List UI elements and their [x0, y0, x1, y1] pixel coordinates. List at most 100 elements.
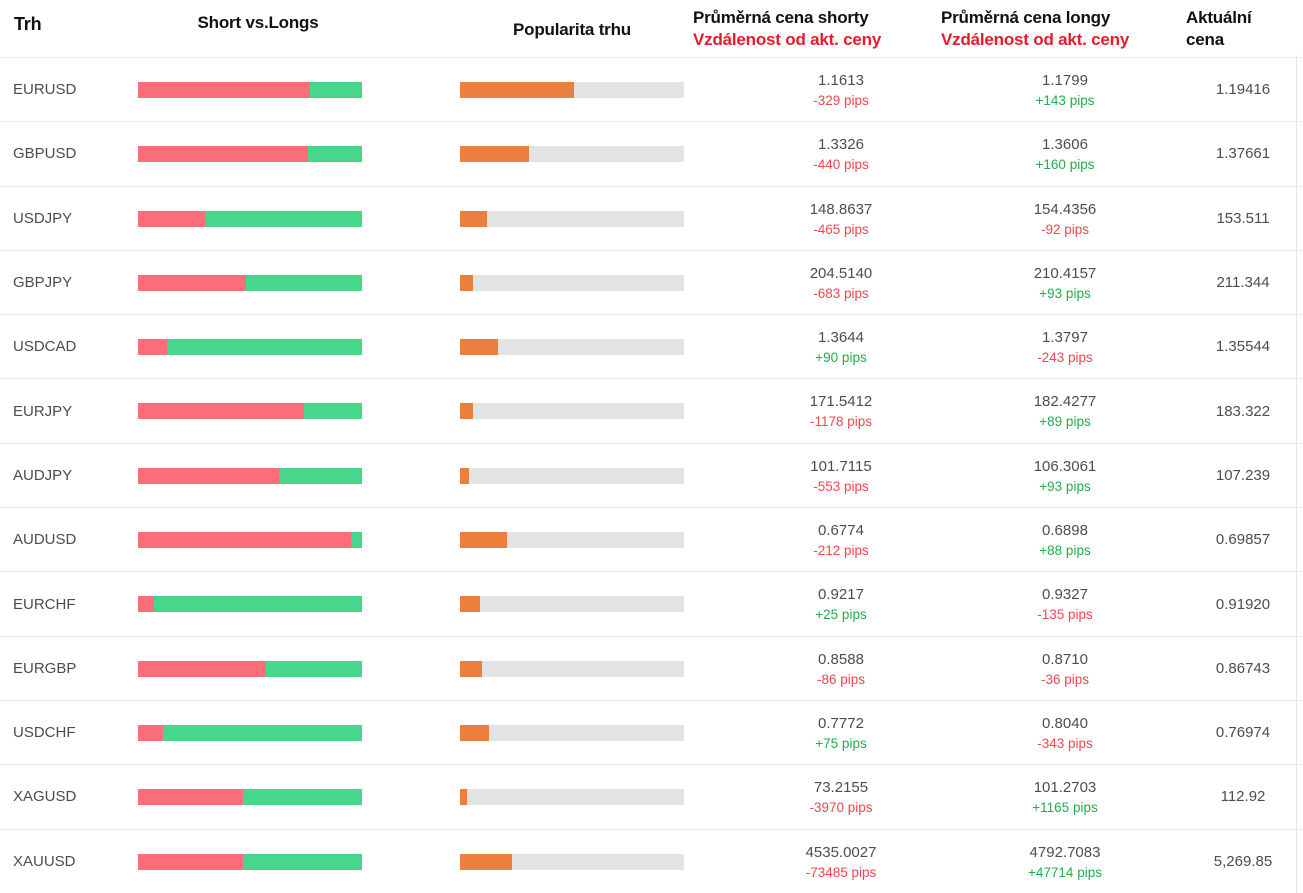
pair-label: AUDJPY: [13, 466, 73, 484]
avg-long-price: 154.4356: [1033, 200, 1097, 218]
avg-long-cell: 1.3606 +160 pips: [941, 122, 1189, 185]
popularity-fill: [460, 82, 575, 98]
avg-long-pips: +93 pips: [1039, 478, 1091, 494]
avg-long-pips: -36 pips: [1040, 671, 1090, 687]
pair-label: XAUUSD: [13, 852, 76, 870]
avg-short-price: 171.5412: [809, 393, 873, 411]
avg-long-cell: 154.4356 -92 pips: [941, 187, 1189, 250]
avg-short-price: 1.1613: [818, 72, 864, 89]
avg-short-pips: -86 pips: [816, 671, 866, 687]
avg-long-pips: +89 pips: [1039, 414, 1091, 430]
table-row: AUDJPY 101.7115 -553 pips 106.3061 +93 p…: [0, 442, 1303, 507]
header-current-price-line2: cena: [1186, 30, 1224, 49]
avg-short-pips: -553 pips: [813, 478, 869, 494]
avg-short-pips: +75 pips: [815, 735, 867, 751]
popularity-bar: [460, 467, 684, 484]
longs-segment: [153, 596, 362, 613]
avg-short-price: 148.8637: [809, 200, 873, 218]
popularity-bar: [460, 724, 684, 741]
longs-segment: [162, 724, 362, 741]
popularity-track: [468, 467, 684, 484]
avg-short-price: 0.6774: [818, 522, 864, 540]
popularity-track: [498, 339, 684, 356]
avg-long-cell: 210.4157 +93 pips: [941, 251, 1189, 314]
avg-short-pips: -683 pips: [813, 285, 869, 301]
short-vs-longs-bar: [138, 82, 362, 98]
short-vs-longs-bar: [138, 467, 362, 484]
popularity-bar: [460, 596, 684, 613]
avg-long-pips: +47714 pips: [1028, 864, 1102, 880]
current-price: 5,269.85: [1213, 852, 1273, 870]
current-price: 0.86743: [1215, 659, 1271, 677]
avg-long-cell: 1.1799 +143 pips: [941, 58, 1189, 121]
current-price: 0.69857: [1215, 531, 1271, 549]
avg-long-cell: 182.4277 +89 pips: [941, 379, 1189, 442]
avg-short-price: 204.5140: [809, 264, 873, 282]
longs-segment: [310, 82, 362, 98]
popularity-fill: [460, 274, 474, 291]
short-vs-longs-bar: [138, 596, 362, 613]
shorts-segment: [138, 82, 311, 98]
header-avg-long-title: Průměrná cena longy: [941, 8, 1111, 27]
table-row: XAGUSD 73.2155 -3970 pips 101.2703 +1165…: [0, 764, 1303, 828]
table-row: USDCAD 1.3644 +90 pips 1.3797 -243 pips …: [0, 314, 1303, 378]
popularity-track: [529, 146, 684, 163]
shorts-segment: [138, 660, 266, 677]
table-row: XAUUSD 4535.0027 -73485 pips 4792.7083 +…: [0, 828, 1303, 893]
table-row: GBPJPY 204.5140 -683 pips 210.4157 +93 p…: [0, 249, 1303, 314]
avg-short-cell: 148.8637 -465 pips: [693, 187, 989, 250]
avg-long-price: 0.9327: [1042, 586, 1088, 604]
table-row: AUDUSD 0.6774 -212 pips 0.6898 +88 pips …: [0, 507, 1303, 571]
avg-long-price: 210.4157: [1033, 264, 1097, 282]
shorts-segment: [138, 596, 154, 613]
short-vs-longs-bar: [138, 403, 362, 420]
current-price: 211.344: [1216, 274, 1270, 292]
avg-short-pips: +25 pips: [815, 607, 867, 623]
popularity-bar: [460, 146, 684, 163]
popularity-track: [489, 724, 684, 741]
longs-segment: [350, 532, 362, 549]
table-row: GBPUSD 1.3326 -440 pips 1.3606 +160 pips…: [0, 121, 1303, 185]
table-row: EURJPY 171.5412 -1178 pips 182.4277 +89 …: [0, 378, 1303, 442]
popularity-track: [473, 274, 684, 291]
avg-long-price: 1.3797: [1042, 329, 1088, 347]
popularity-track: [480, 596, 684, 613]
table-body: EURUSD 1.1613 -329 pips 1.1799 +143 pips…: [0, 57, 1303, 893]
current-price: 1.19416: [1215, 81, 1271, 99]
popularity-track: [511, 853, 684, 870]
avg-short-cell: 4535.0027 -73485 pips: [693, 830, 989, 893]
avg-short-cell: 101.7115 -553 pips: [693, 444, 989, 507]
avg-short-price: 0.7772: [818, 714, 864, 732]
avg-short-cell: 0.9217 +25 pips: [693, 572, 989, 635]
popularity-fill: [460, 532, 508, 549]
avg-long-price: 0.8040: [1042, 714, 1088, 732]
pair-label: USDCHF: [13, 724, 76, 742]
avg-short-cell: 171.5412 -1178 pips: [693, 379, 989, 442]
popularity-track: [482, 660, 684, 677]
shorts-segment: [138, 403, 304, 420]
popularity-fill: [460, 596, 481, 613]
longs-segment: [279, 467, 362, 484]
table-row: EURGBP 0.8588 -86 pips 0.8710 -36 pips 0…: [0, 635, 1303, 700]
shorts-segment: [138, 339, 168, 356]
short-vs-longs-bar: [138, 532, 362, 549]
avg-long-pips: -243 pips: [1037, 350, 1093, 366]
avg-long-pips: +143 pips: [1035, 93, 1095, 108]
pair-label: EURJPY: [13, 402, 73, 420]
pair-label: AUDUSD: [13, 531, 77, 549]
popularity-fill: [460, 210, 487, 227]
table-row: EURUSD 1.1613 -329 pips 1.1799 +143 pips…: [0, 57, 1303, 121]
avg-long-pips: -135 pips: [1037, 607, 1093, 623]
avg-long-price: 182.4277: [1033, 393, 1097, 411]
shorts-segment: [138, 724, 163, 741]
pair-label: EURUSD: [13, 81, 77, 99]
header-current-price-line1: Aktuální: [1186, 8, 1252, 27]
avg-long-price: 1.3606: [1042, 136, 1088, 154]
avg-long-cell: 0.9327 -135 pips: [941, 572, 1189, 635]
avg-long-cell: 101.2703 +1165 pips: [941, 765, 1189, 828]
short-vs-longs-bar: [138, 146, 362, 163]
table-row: USDJPY 148.8637 -465 pips 154.4356 -92 p…: [0, 185, 1303, 250]
short-vs-longs-bar: [138, 210, 362, 227]
pair-label: EURCHF: [13, 595, 76, 613]
